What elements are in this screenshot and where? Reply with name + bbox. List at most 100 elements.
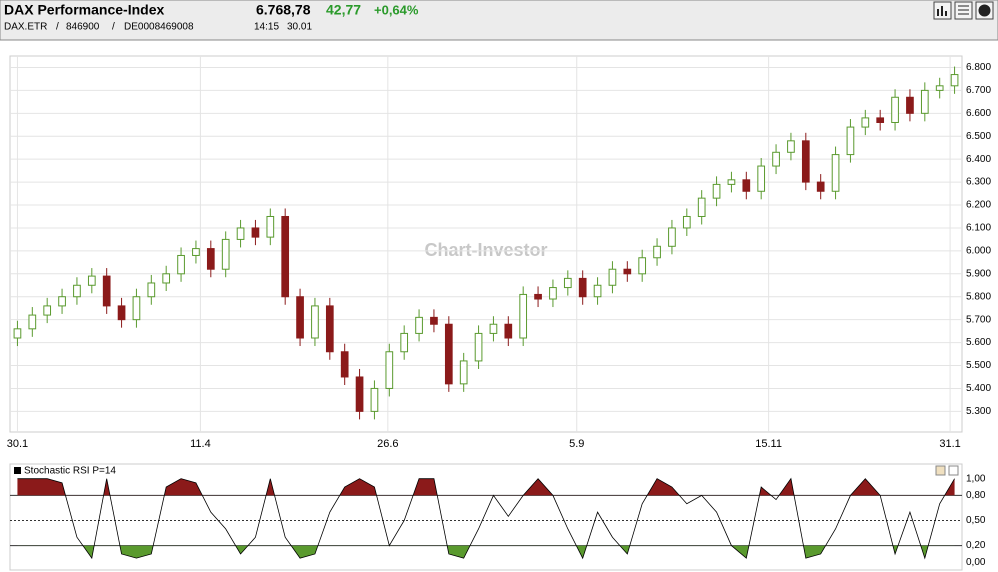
candle-body xyxy=(251,227,260,238)
candle-body xyxy=(206,248,215,270)
candle-body xyxy=(28,314,37,330)
y-tick-label: 6.400 xyxy=(966,154,991,165)
candle-body xyxy=(727,179,736,185)
price-change: 42,77 xyxy=(326,2,361,18)
candle-body xyxy=(549,287,557,300)
candle-body xyxy=(906,96,914,114)
candle-body xyxy=(593,284,602,298)
x-tick-label: 11.4 xyxy=(190,438,211,450)
candle-body xyxy=(608,268,617,286)
candle-body xyxy=(13,328,22,339)
y-tick-label: 5.700 xyxy=(966,314,991,325)
y-tick-label: 6.200 xyxy=(966,200,991,211)
candle-body xyxy=(578,277,587,298)
y-tick-label: 5.600 xyxy=(966,337,991,348)
candle-body xyxy=(385,351,394,389)
y-tick-label: 6.300 xyxy=(966,177,991,188)
candle-body xyxy=(58,296,66,307)
y-tick-label: 6.000 xyxy=(966,246,991,257)
y-tick-label: 0,50 xyxy=(966,515,986,526)
candle-body xyxy=(712,183,721,199)
instrument-title: DAX Performance-Index xyxy=(4,2,164,18)
y-tick-label: 6.800 xyxy=(966,62,991,73)
candle-body xyxy=(623,268,632,275)
y-tick-label: 5.400 xyxy=(966,383,991,394)
wkn: 846900 xyxy=(66,22,100,33)
candle-body xyxy=(236,227,245,240)
candle-body xyxy=(697,197,706,217)
candle-body xyxy=(876,117,885,123)
overbought-area xyxy=(17,478,955,496)
watermark: Chart-Investor xyxy=(424,240,547,260)
candle-body xyxy=(519,293,528,339)
expand-button[interactable] xyxy=(935,465,946,476)
y-tick-label: 5.500 xyxy=(966,360,991,371)
candle-body xyxy=(668,227,676,247)
x-tick-label: 15.11 xyxy=(755,438,782,450)
y-tick-label: 6.100 xyxy=(966,223,991,234)
candle-body xyxy=(772,151,780,167)
candle-body xyxy=(474,332,483,362)
header-bar xyxy=(0,0,998,41)
isin: DE0008469008 xyxy=(124,22,194,33)
candle-body xyxy=(266,215,275,238)
candle-body xyxy=(400,332,409,353)
candle-body xyxy=(192,248,200,256)
y-tick-label: 0,20 xyxy=(966,540,986,551)
icon xyxy=(937,6,947,16)
candle-body xyxy=(147,282,156,298)
y-tick-label: 6.700 xyxy=(966,85,991,96)
candle-body xyxy=(117,305,126,321)
candle-body xyxy=(757,165,766,192)
symbol: DAX.ETR xyxy=(4,22,47,33)
candle-body xyxy=(861,117,870,128)
candle-body xyxy=(459,360,468,385)
candle-body xyxy=(340,351,349,378)
y-tick-label: 5.800 xyxy=(966,291,991,302)
candle-body xyxy=(489,323,498,334)
icon xyxy=(958,5,969,15)
candle-body xyxy=(132,296,141,321)
plot-frame xyxy=(9,55,963,433)
y-tick-label: 0,80 xyxy=(966,490,986,501)
candle-body xyxy=(846,126,855,156)
candle-body xyxy=(415,316,423,334)
candle-body xyxy=(950,74,959,87)
y-tick-label: 5.900 xyxy=(966,268,991,279)
candle-body xyxy=(444,323,453,385)
indicator-frame xyxy=(9,463,963,571)
y-tick-label: 6.600 xyxy=(966,108,991,119)
y-tick-label: 6.500 xyxy=(966,131,991,142)
candle-body xyxy=(43,305,52,316)
y-tick-label: 0,00 xyxy=(966,557,986,568)
oversold-area xyxy=(82,545,929,559)
x-tick-label: 30.1 xyxy=(7,438,28,450)
candle-body xyxy=(296,296,304,339)
toolbar xyxy=(933,1,994,20)
x-tick-label: 5.9 xyxy=(569,438,584,450)
candle-body xyxy=(638,257,647,275)
candle-body xyxy=(102,275,111,307)
x-tick-label: 31.1 xyxy=(939,438,960,450)
candle-body xyxy=(801,140,810,183)
separator: / xyxy=(112,22,115,33)
candle-body xyxy=(73,284,81,298)
candle-body xyxy=(563,277,572,289)
candle-body xyxy=(891,96,899,123)
y-tick-label: 5.300 xyxy=(966,406,991,417)
candle-body xyxy=(653,245,661,259)
icon xyxy=(978,4,991,17)
candle-body xyxy=(355,376,364,412)
candle-body xyxy=(742,179,751,192)
time: 14:15 xyxy=(254,22,279,33)
separator: / xyxy=(56,22,59,33)
candle-body xyxy=(162,273,171,284)
candle-body xyxy=(87,275,96,286)
close-button[interactable] xyxy=(948,465,959,476)
y-tick-label: 1,00 xyxy=(966,473,986,484)
candle-body xyxy=(787,140,795,153)
candle-body xyxy=(534,293,542,300)
candle-body xyxy=(311,305,319,339)
x-tick-label: 26.6 xyxy=(377,438,398,450)
last-price: 6.768,78 xyxy=(256,2,311,18)
